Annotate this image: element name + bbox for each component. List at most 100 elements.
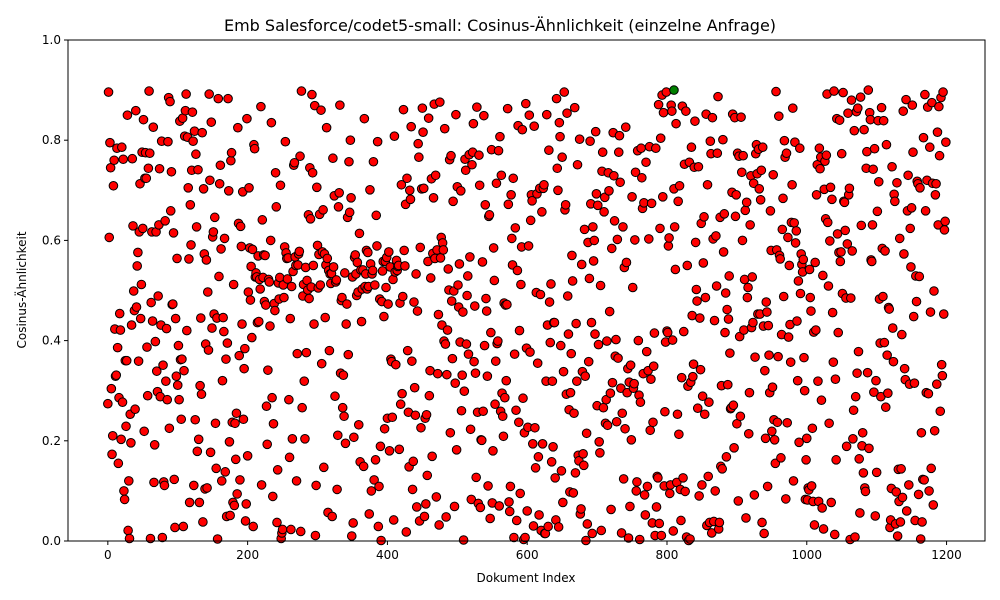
data-point xyxy=(635,397,646,408)
data-point xyxy=(280,136,291,147)
data-point xyxy=(338,370,349,380)
data-point xyxy=(136,279,147,290)
data-point xyxy=(743,282,753,293)
data-point xyxy=(216,244,226,254)
data-point xyxy=(901,506,912,516)
data-point xyxy=(285,313,296,324)
data-point xyxy=(695,313,705,323)
data-point xyxy=(817,503,827,513)
data-point xyxy=(799,385,810,396)
data-point xyxy=(839,197,850,208)
data-point xyxy=(328,153,338,164)
data-point xyxy=(537,207,547,217)
data-point xyxy=(440,339,451,349)
data-point xyxy=(237,319,247,329)
data-point xyxy=(377,266,388,276)
data-point xyxy=(245,295,256,305)
data-point xyxy=(597,147,608,158)
data-point xyxy=(145,533,156,544)
data-point xyxy=(198,183,209,194)
data-point xyxy=(272,517,282,528)
data-point xyxy=(346,531,357,541)
data-point xyxy=(719,209,730,219)
data-point xyxy=(435,253,446,263)
data-point xyxy=(759,528,769,539)
data-point xyxy=(613,353,623,363)
data-point xyxy=(106,383,117,394)
data-point xyxy=(374,481,384,492)
data-point xyxy=(690,116,700,126)
data-point xyxy=(381,282,391,293)
data-point xyxy=(103,398,113,409)
data-point xyxy=(572,159,583,170)
data-point xyxy=(493,336,503,346)
data-point xyxy=(166,166,177,177)
data-point xyxy=(731,190,741,200)
data-point xyxy=(121,421,131,432)
data-point xyxy=(599,207,609,217)
data-point xyxy=(372,241,382,251)
data-point xyxy=(743,428,754,439)
data-point xyxy=(480,200,491,210)
data-point xyxy=(887,323,898,333)
data-point xyxy=(417,103,428,113)
data-point xyxy=(205,175,215,186)
data-point xyxy=(554,117,565,128)
data-point xyxy=(636,143,646,154)
data-point xyxy=(587,528,597,539)
data-point xyxy=(267,392,277,403)
data-point xyxy=(286,524,296,535)
data-point xyxy=(171,371,182,381)
data-point xyxy=(546,279,556,289)
data-point xyxy=(515,488,526,499)
data-point xyxy=(411,502,422,512)
data-point xyxy=(881,139,892,150)
data-point xyxy=(827,307,838,318)
data-point xyxy=(428,193,439,203)
data-point xyxy=(315,280,326,290)
data-point xyxy=(749,490,760,500)
data-point xyxy=(878,291,888,302)
data-point xyxy=(655,223,665,234)
data-point xyxy=(379,423,390,434)
data-point xyxy=(379,311,389,322)
data-point xyxy=(605,388,616,399)
data-point xyxy=(617,408,628,419)
data-point xyxy=(465,252,475,262)
data-point xyxy=(161,376,171,386)
data-point xyxy=(711,281,722,291)
data-point xyxy=(467,159,477,170)
data-point xyxy=(289,157,300,168)
data-point xyxy=(459,386,470,397)
data-point xyxy=(730,211,741,222)
data-point xyxy=(919,475,929,485)
data-point xyxy=(144,86,154,96)
data-point xyxy=(630,235,640,245)
x-tick-label: 800 xyxy=(656,548,679,562)
data-point xyxy=(681,106,691,116)
data-point xyxy=(184,497,195,508)
data-point xyxy=(613,147,624,158)
data-point xyxy=(501,375,512,386)
data-point xyxy=(435,97,445,107)
data-point xyxy=(725,348,735,358)
data-point xyxy=(383,299,393,309)
data-point xyxy=(771,86,781,97)
data-point xyxy=(760,433,771,444)
data-point xyxy=(195,313,206,323)
plot-frame xyxy=(67,39,986,542)
data-point xyxy=(127,153,138,164)
data-point xyxy=(470,368,481,378)
data-point xyxy=(784,260,795,271)
data-point xyxy=(442,325,453,335)
data-point xyxy=(840,225,851,236)
data-point xyxy=(168,228,179,238)
data-point xyxy=(503,199,514,210)
data-point xyxy=(828,357,839,367)
data-point xyxy=(858,468,869,478)
data-point xyxy=(327,511,337,522)
data-point xyxy=(787,179,797,190)
data-point xyxy=(703,471,714,482)
data-point xyxy=(815,163,825,174)
data-point xyxy=(709,315,720,326)
